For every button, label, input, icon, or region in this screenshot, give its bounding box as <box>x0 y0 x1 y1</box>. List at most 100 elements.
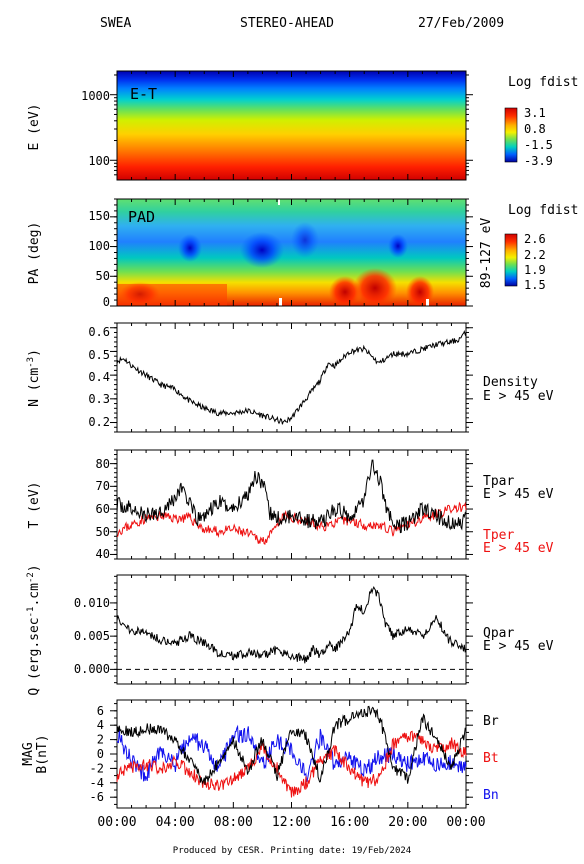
mag-ylabel-2: B(nT) <box>35 734 50 773</box>
panel-heat-flux: 0.010 0.005 0.000 Q (erg.sec-1.cm-2) Qpa… <box>26 564 554 695</box>
et-inset-label: E-T <box>130 85 157 103</box>
q-ylabel-sup1: -1 <box>26 607 36 618</box>
pad-energy-range: 89-127 eV <box>479 218 494 289</box>
q-ylabel-end: ) <box>27 564 42 572</box>
pad-inset-label: PAD <box>128 208 155 226</box>
qpar-legend-sub: E > 45 eV <box>483 639 554 654</box>
pad-blob <box>329 276 361 306</box>
et-cbar-tick-0: 3.1 <box>524 106 546 120</box>
heatflux-frame <box>116 574 467 685</box>
heatflux-axis-ticks <box>110 575 473 684</box>
tpar-legend: Tpar <box>483 474 514 489</box>
density-frame <box>116 322 467 433</box>
q-ylabel-mid: .cm <box>27 583 42 607</box>
density-legend: Density <box>483 375 538 390</box>
pad-cbar-tick-3: 1.5 <box>524 278 546 292</box>
pad-ytick-150: 150 <box>88 209 110 223</box>
q-ytick-0.005: 0.005 <box>74 629 110 643</box>
bt-legend: Bt <box>483 751 499 766</box>
footer-credit: Produced by CESR. Printing date: 19/Feb/… <box>173 846 411 856</box>
pad-blob <box>388 234 408 258</box>
temp-ytick-40: 40 <box>96 547 110 561</box>
density-ylabel-sup: -3 <box>26 357 36 368</box>
pad-ylabel: PA (deg) <box>27 222 42 285</box>
x-tick-label: 12:00 <box>272 815 311 830</box>
panel-energy-time: E-T 1000 100 E (eV) Log fdist 3.1 0.8 -1… <box>27 70 578 181</box>
density-ytick-0.4: 0.4 <box>88 370 110 384</box>
qpar-legend: Qpar <box>483 626 514 641</box>
et-ytick-1000: 1000 <box>81 89 110 103</box>
mag-ytick-label: -4 <box>90 776 104 790</box>
pad-axis-ticks <box>110 198 473 307</box>
q-ylabel-sup2: -2 <box>26 572 36 583</box>
pad-blob <box>353 268 397 306</box>
qpar-series-line <box>116 586 467 664</box>
density-axis-ticks <box>110 322 473 433</box>
density-series-line <box>116 330 467 425</box>
q-ylabel-main: Q (erg.sec <box>27 617 42 695</box>
x-tick-label: 08:00 <box>214 815 253 830</box>
pad-cbar-tick-2: 1.9 <box>524 263 546 277</box>
br-series-line <box>116 705 467 785</box>
density-legend-sub: E > 45 eV <box>483 389 554 404</box>
et-ylabel: E (eV) <box>27 104 42 151</box>
header-instrument: SWEA <box>100 16 131 31</box>
et-axis-ticks <box>110 71 473 180</box>
pad-colorbar-title: Log fdist <box>508 203 578 218</box>
pad-blob <box>178 234 202 262</box>
x-tick-label: 04:00 <box>156 815 195 830</box>
pad-cbar-tick-1: 2.2 <box>524 248 546 262</box>
et-cbar-tick-3: -3.9 <box>524 154 553 168</box>
pad-blob <box>240 232 284 268</box>
density-ytick-0.2: 0.2 <box>88 415 110 429</box>
x-tick-label: 00:00 <box>446 815 485 830</box>
et-cbar-tick-2: -1.5 <box>524 138 553 152</box>
mag-ytick-label: -2 <box>90 761 104 775</box>
et-ytick-100: 100 <box>88 154 110 168</box>
mag-ytick-label: 6 <box>97 704 104 718</box>
panel-density: 0.6 0.5 0.4 0.3 0.2 N (cm-3) Density E >… <box>26 322 554 433</box>
temp-ytick-80: 80 <box>96 457 110 471</box>
pad-blob <box>291 222 319 258</box>
tpar-series-line <box>116 459 467 534</box>
temp-ytick-60: 60 <box>96 502 110 516</box>
q-ylabel: Q (erg.sec-1.cm-2) <box>26 564 42 695</box>
br-legend: Br <box>483 714 499 729</box>
bt-series-line <box>116 730 467 798</box>
temp-ytick-70: 70 <box>96 479 110 493</box>
tpar-legend-sub: E > 45 eV <box>483 487 554 502</box>
mag-ylabel-1: MAG <box>21 742 36 766</box>
et-colorbar-title: Log fdist <box>508 75 578 90</box>
tper-legend: Tper <box>483 528 514 543</box>
q-ytick-0.000: 0.000 <box>74 662 110 676</box>
pad-ytick-50: 50 <box>96 269 110 283</box>
mag-axis-ticks <box>110 700 473 808</box>
pad-gap <box>278 199 280 205</box>
temp-ytick-50: 50 <box>96 525 110 539</box>
temp-ylabel: T (eV) <box>27 482 42 529</box>
pad-colorbar <box>504 233 518 287</box>
x-tick-label: 00:00 <box>97 815 136 830</box>
x-tick-label: 16:00 <box>330 815 369 830</box>
density-ytick-0.3: 0.3 <box>88 392 110 406</box>
density-ylabel: N (cm-3) <box>26 349 42 407</box>
temperature-axis-ticks <box>110 449 473 560</box>
panel-temperature: 80 70 60 50 40 T (eV) Tpar E > 45 eV Tpe… <box>27 449 554 561</box>
pad-ytick-100: 100 <box>88 239 110 253</box>
mag-ytick-label: 2 <box>97 733 104 747</box>
pad-gap <box>279 298 282 306</box>
header-spacecraft: STEREO-AHEAD <box>240 16 334 31</box>
pad-cbar-tick-0: 2.6 <box>524 232 546 246</box>
panel-pitch-angle: PAD 150 100 50 0 PA (deg) 89-127 eV Log … <box>27 198 578 309</box>
density-ytick-0.6: 0.6 <box>88 325 110 339</box>
mag-ytick-label: 4 <box>97 718 104 732</box>
x-tick-label: 20:00 <box>388 815 427 830</box>
density-ytick-0.5: 0.5 <box>88 348 110 362</box>
bn-legend: Bn <box>483 788 499 803</box>
x-axis-labels: 00:00 04:00 08:00 12:00 16:00 20:00 00:00 <box>97 815 485 830</box>
tper-legend-sub: E > 45 eV <box>483 541 554 556</box>
et-colorbar <box>504 107 518 163</box>
density-ylabel-end: ) <box>27 349 42 357</box>
